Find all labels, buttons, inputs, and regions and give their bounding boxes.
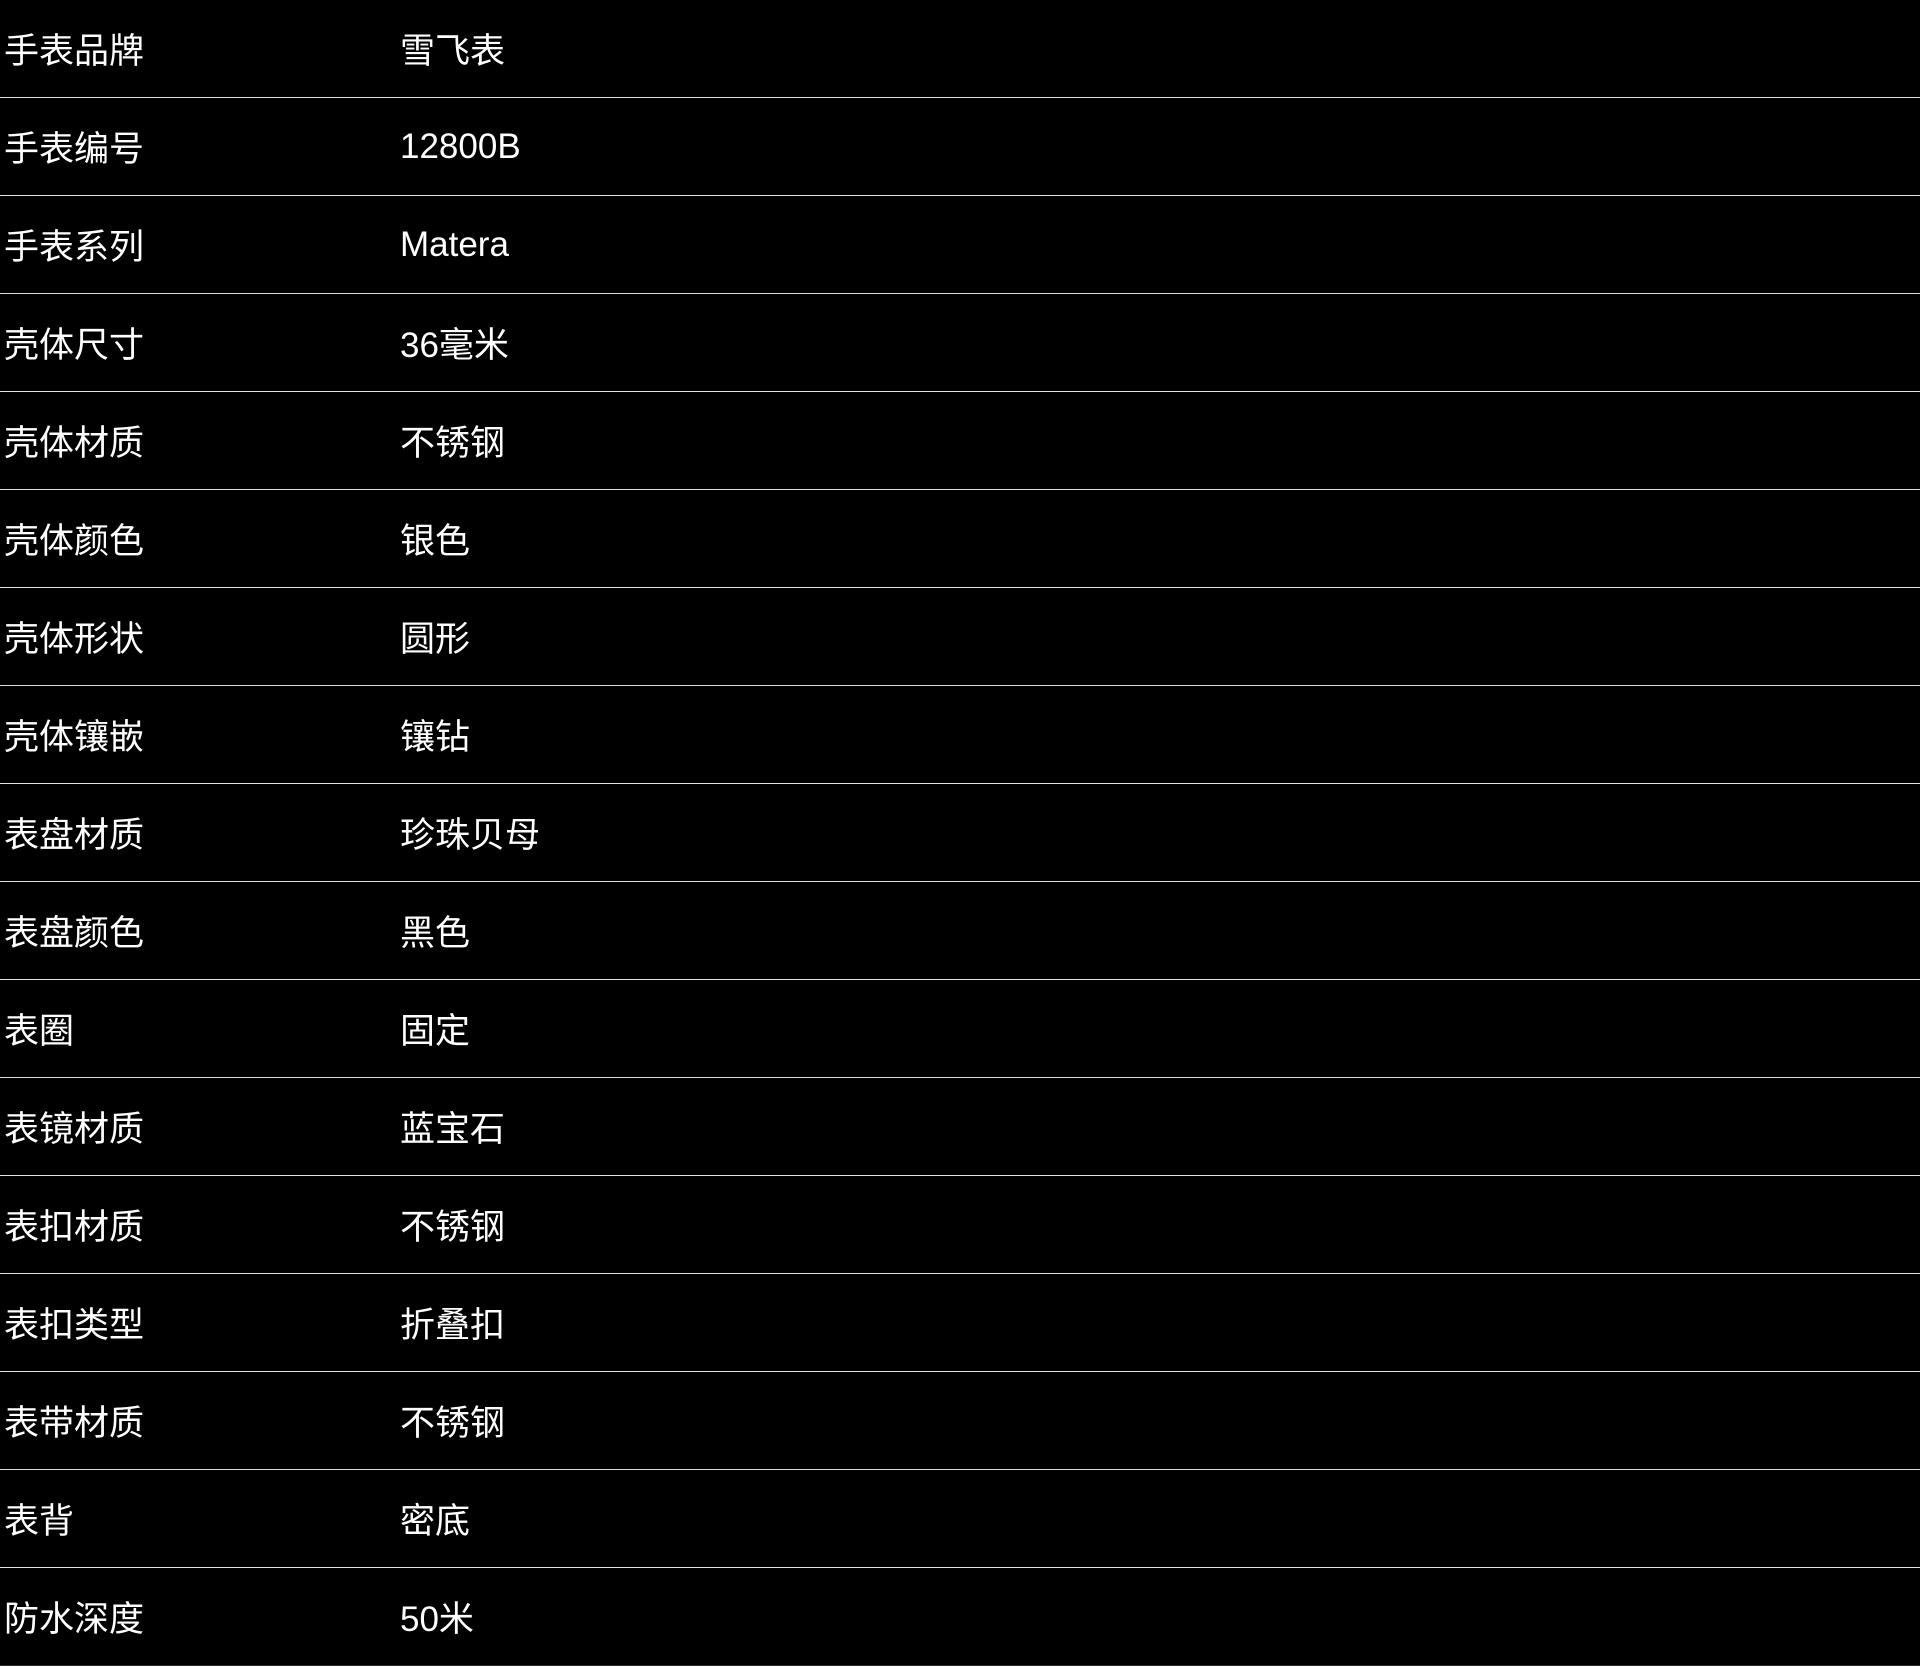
spec-value: 珍珠贝母 <box>400 816 541 855</box>
spec-row-clasp-type: 表扣类型 折叠扣 <box>0 1274 1920 1372</box>
spec-row-dial-material: 表盘材质 珍珠贝母 <box>0 784 1920 882</box>
spec-value: 黑色 <box>400 914 471 953</box>
spec-label: 壳体镶嵌 <box>4 718 145 757</box>
spec-value: 不锈钢 <box>400 1208 506 1247</box>
spec-label: 手表系列 <box>4 228 145 267</box>
spec-label: 防水深度 <box>4 1600 145 1639</box>
spec-label: 表背 <box>4 1502 75 1541</box>
spec-value: Matera <box>400 224 509 264</box>
spec-row-clasp-material: 表扣材质 不锈钢 <box>0 1176 1920 1274</box>
spec-label: 壳体尺寸 <box>4 326 145 365</box>
spec-row-case-color: 壳体颜色 银色 <box>0 490 1920 588</box>
spec-row-water-resistance: 防水深度 50米 <box>0 1568 1920 1666</box>
spec-value: 密底 <box>400 1502 471 1541</box>
spec-label: 表扣类型 <box>4 1306 145 1345</box>
spec-value: 固定 <box>400 1012 471 1051</box>
spec-label: 表镜材质 <box>4 1110 145 1149</box>
spec-label: 壳体颜色 <box>4 522 145 561</box>
spec-label: 表盘材质 <box>4 816 145 855</box>
spec-value: 不锈钢 <box>400 1404 506 1443</box>
spec-label: 壳体材质 <box>4 424 145 463</box>
spec-value: 50米 <box>400 1600 474 1639</box>
spec-label: 表扣材质 <box>4 1208 145 1247</box>
spec-label: 表带材质 <box>4 1404 145 1443</box>
spec-label: 壳体形状 <box>4 620 145 659</box>
spec-value: 银色 <box>400 522 471 561</box>
spec-value: 不锈钢 <box>400 424 506 463</box>
spec-value: 镶钻 <box>400 718 471 757</box>
spec-row-bezel: 表圈 固定 <box>0 980 1920 1078</box>
spec-row-case-shape: 壳体形状 圆形 <box>0 588 1920 686</box>
spec-row-case-material: 壳体材质 不锈钢 <box>0 392 1920 490</box>
spec-row-case-size: 壳体尺寸 36毫米 <box>0 294 1920 392</box>
spec-value: 蓝宝石 <box>400 1110 506 1149</box>
spec-row-series: 手表系列 Matera <box>0 196 1920 294</box>
spec-value: 12800B <box>400 126 521 166</box>
spec-value: 圆形 <box>400 620 471 659</box>
spec-label: 表圈 <box>4 1012 75 1051</box>
spec-row-brand: 手表品牌 雪飞表 <box>0 0 1920 98</box>
spec-value: 雪飞表 <box>400 32 506 71</box>
spec-label: 手表编号 <box>4 130 145 169</box>
spec-row-case-back: 表背 密底 <box>0 1470 1920 1568</box>
spec-row-model-number: 手表编号 12800B <box>0 98 1920 196</box>
spec-label: 表盘颜色 <box>4 914 145 953</box>
spec-value: 折叠扣 <box>400 1306 506 1345</box>
spec-row-dial-color: 表盘颜色 黑色 <box>0 882 1920 980</box>
spec-row-crystal-material: 表镜材质 蓝宝石 <box>0 1078 1920 1176</box>
spec-row-case-inlay: 壳体镶嵌 镶钻 <box>0 686 1920 784</box>
spec-value: 36毫米 <box>400 326 509 365</box>
spec-row-strap-material: 表带材质 不锈钢 <box>0 1372 1920 1470</box>
spec-label: 手表品牌 <box>4 32 145 71</box>
